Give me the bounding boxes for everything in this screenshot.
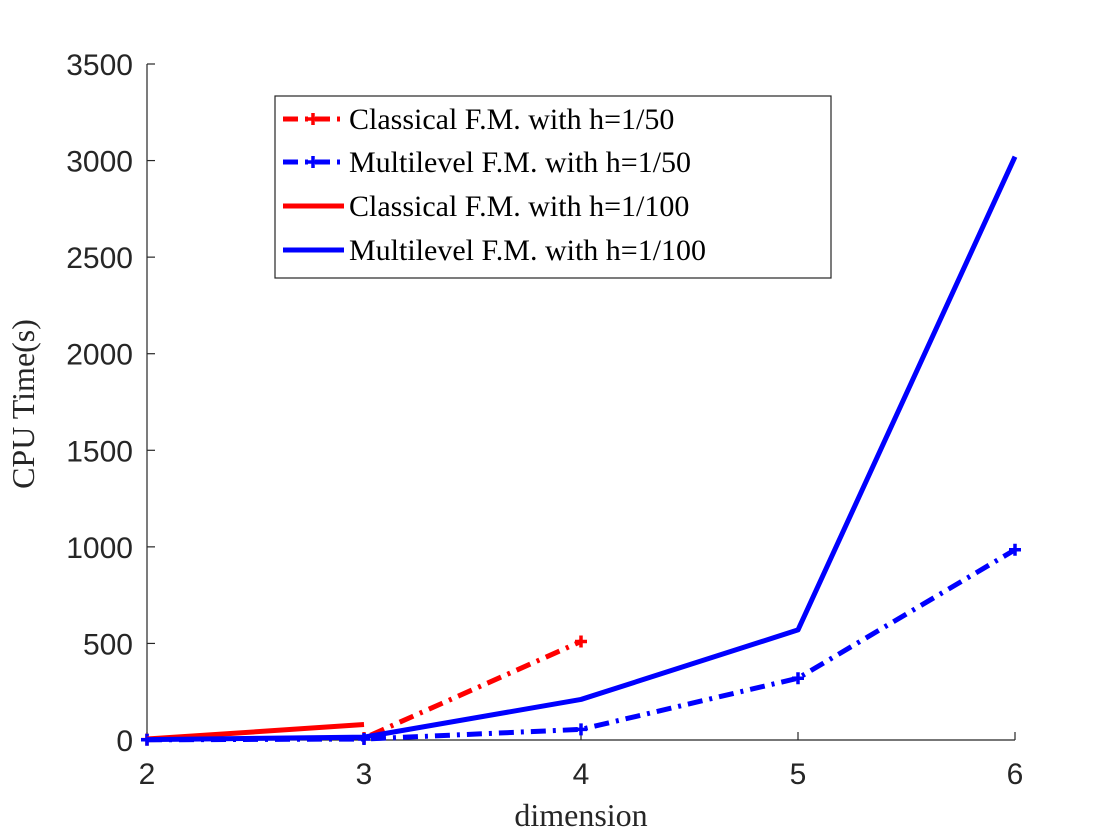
series-3 xyxy=(146,722,365,742)
legend-entry: Classical F.M. with h=1/50 xyxy=(283,103,674,136)
series-1 xyxy=(141,635,587,746)
y-tick-label: 3500 xyxy=(66,49,133,82)
legend-box xyxy=(274,95,832,279)
legend-label: Classical F.M. with h=1/50 xyxy=(349,103,674,136)
x-tick-label: 3 xyxy=(356,758,373,791)
data-point-marker xyxy=(575,723,587,736)
legend-entry: Multilevel F.M. with h=1/50 xyxy=(283,146,691,179)
legend-marker-sample xyxy=(307,156,319,168)
data-point-marker xyxy=(1009,543,1021,556)
y-tick-label: 500 xyxy=(83,628,133,661)
legend-label: Multilevel F.M. with h=1/100 xyxy=(349,234,706,267)
x-tick-label: 6 xyxy=(1007,758,1024,791)
data-point-marker xyxy=(575,635,587,648)
series-line xyxy=(146,547,1017,743)
x-tick-label: 4 xyxy=(573,758,590,791)
series-line xyxy=(146,722,365,742)
axes: 0 500 1000 1500 2000 2500 3000 3500 2 3 4 5 6 xyxy=(66,49,1023,791)
y-tick-label: 1000 xyxy=(66,532,133,565)
legend-marker-sample xyxy=(307,113,319,125)
legend: Classical F.M. with h=1/50 Multilevel F.M… xyxy=(274,95,832,279)
x-tick-label: 2 xyxy=(139,758,156,791)
legend-label: Classical F.M. with h=1/100 xyxy=(349,190,689,223)
plot-series xyxy=(141,155,1021,746)
y-tick-label: 1500 xyxy=(66,435,133,468)
data-point-marker xyxy=(792,672,804,685)
y-tick-label: 0 xyxy=(116,725,133,758)
series-4 xyxy=(146,155,1018,743)
x-axis-title: dimension xyxy=(514,797,647,833)
y-tick-label: 3000 xyxy=(66,146,133,179)
legend-label: Multilevel F.M. with h=1/50 xyxy=(349,146,691,179)
y-tick-label: 2000 xyxy=(66,339,133,372)
y-axis-title: CPU Time(s) xyxy=(5,319,41,489)
legend-entry: Multilevel F.M. with h=1/100 xyxy=(283,234,706,267)
series-line xyxy=(146,155,1018,743)
x-tick-label: 5 xyxy=(790,758,807,791)
y-tick-label: 2500 xyxy=(66,242,133,275)
legend-entry: Classical F.M. with h=1/100 xyxy=(283,190,689,223)
